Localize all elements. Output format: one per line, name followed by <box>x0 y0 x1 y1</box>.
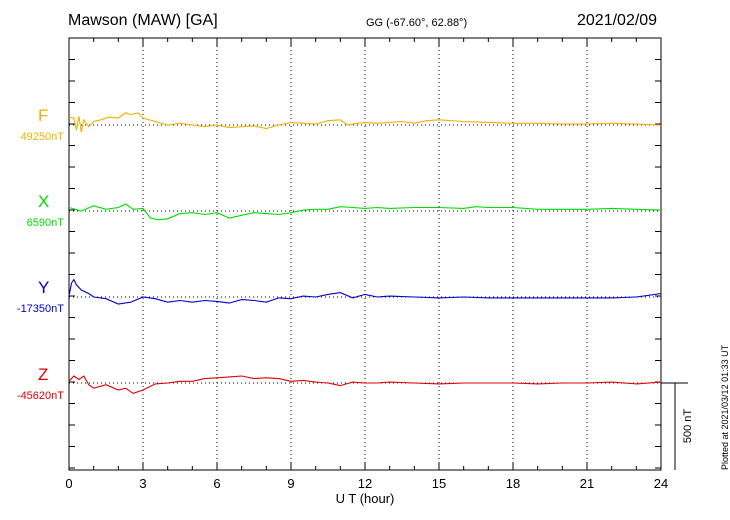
trace-X <box>68 203 662 221</box>
x-tick-label: 24 <box>654 476 668 491</box>
baseline-label-Y: -17350nT <box>16 303 64 315</box>
x-tick-label: 15 <box>432 476 446 491</box>
component-letter-X: X <box>38 192 50 211</box>
x-axis-title: U T (hour) <box>336 491 395 506</box>
x-tick-label: 3 <box>139 476 146 491</box>
scale-bar-label: 500 nT <box>682 409 694 444</box>
vertical-gridlines <box>142 38 588 470</box>
component-letter-Z: Z <box>38 365 49 384</box>
station-title: Mawson (MAW) [GA] <box>68 12 218 29</box>
trace-F <box>68 112 662 133</box>
x-tick-label: 12 <box>358 476 372 491</box>
x-tick-labels: 0 3 6 9 12 15 18 21 24 <box>65 476 668 491</box>
trace-Z <box>68 375 662 395</box>
axis-ticks <box>68 38 662 470</box>
x-tick-label: 9 <box>287 476 294 491</box>
plot-date: 2021/02/09 <box>577 12 658 29</box>
geographic-coordinates: GG (-67.60°, 62.88°) <box>366 17 468 29</box>
x-tick-label: 21 <box>580 476 594 491</box>
x-tick-label: 6 <box>213 476 220 491</box>
x-tick-label: 0 <box>65 476 72 491</box>
baseline-label-X: 6590nT <box>26 217 64 229</box>
trace-Y <box>68 278 662 305</box>
x-tick-label: 18 <box>506 476 520 491</box>
baseline-label-F: 49250nT <box>20 131 64 143</box>
component-traces <box>68 112 662 395</box>
scale-bar: 500 nT <box>661 382 694 470</box>
plotted-timestamp: Plotted at 2021/03/12 01:33 UT <box>720 344 730 470</box>
baseline-label-Z: -45620nT <box>16 390 64 402</box>
component-letter-Y: Y <box>38 278 50 297</box>
component-letter-F: F <box>38 106 49 125</box>
